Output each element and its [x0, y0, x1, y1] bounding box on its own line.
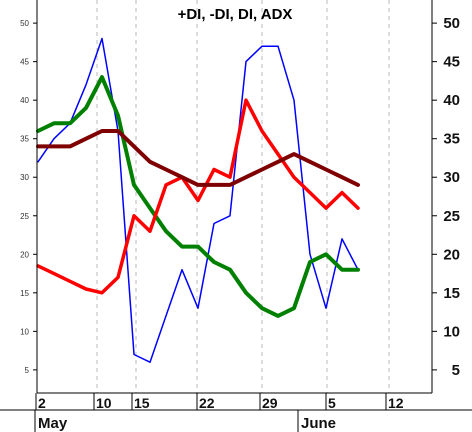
y-tick-left-label: 45 — [20, 58, 29, 67]
month-label: May — [38, 415, 68, 432]
series-line — [36, 129, 360, 187]
x-tick-label: 12 — [388, 395, 404, 411]
y-tick-left-label: 35 — [20, 135, 29, 144]
series-layer — [36, 37, 360, 363]
y-tick-left-label: 40 — [20, 96, 29, 105]
x-tick-label: 5 — [328, 395, 336, 411]
y-tick-right-label: 5 — [452, 362, 460, 379]
x-tick-label: 10 — [96, 395, 112, 411]
series-line — [37, 37, 359, 363]
x-tick-label: 22 — [199, 395, 215, 411]
y-tick-right-label: 30 — [443, 169, 460, 186]
y-tick-right-label: 15 — [443, 285, 460, 302]
y-tick-right-label: 20 — [443, 246, 460, 263]
y-tick-right-label: 45 — [443, 54, 460, 71]
y-tick-right-label: 40 — [443, 92, 460, 109]
y-tick-right-label: 50 — [443, 15, 460, 32]
grid-layer — [96, 0, 390, 393]
series-line — [36, 98, 360, 295]
x-tick-label: 15 — [134, 395, 150, 411]
y-tick-left-label: 30 — [20, 173, 29, 182]
x-tick-label: 2 — [38, 395, 46, 411]
series-line — [36, 75, 360, 318]
y-tick-left-label: 50 — [20, 19, 29, 28]
y-tick-left-label: 20 — [20, 250, 29, 259]
y-tick-right-label: 10 — [443, 323, 460, 340]
x-tick-label: 29 — [262, 395, 278, 411]
y-tick-left-label: 15 — [20, 289, 29, 298]
y-tick-left-label: 25 — [20, 212, 29, 221]
y-tick-right-label: 25 — [443, 208, 460, 225]
month-label: June — [301, 415, 336, 432]
chart-title: +DI, -DI, DI, ADX — [178, 6, 293, 23]
y-tick-left-label: 10 — [20, 327, 29, 336]
y-tick-right-label: 35 — [443, 131, 460, 148]
y-tick-left-label: 5 — [25, 366, 30, 375]
